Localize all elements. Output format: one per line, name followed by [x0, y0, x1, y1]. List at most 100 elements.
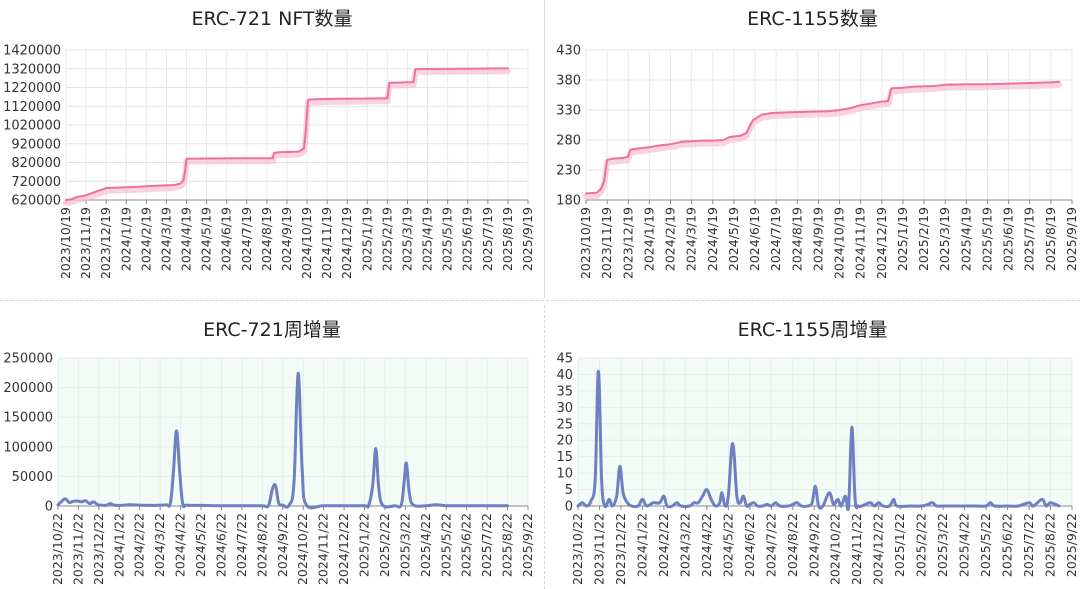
- vertical-divider-top: [544, 0, 545, 298]
- x-tick-label: 2024/11/19: [319, 207, 334, 279]
- x-tick-label: 2024/5/19: [199, 207, 214, 271]
- x-tick-label: 2025/3/22: [935, 513, 950, 577]
- x-tick-label: 2024/6/19: [219, 207, 234, 271]
- plot-background: [578, 358, 1072, 506]
- chart-erc721-total-svg: ERC-721 NFT数量 620000 720000 820000 920000 102…: [3, 8, 535, 279]
- chart-title: ERC-1155数量: [747, 8, 878, 30]
- x-tick-label: 2025/8/19: [500, 207, 515, 271]
- series-line: [576, 369, 1061, 512]
- x-tick-label: 2023/10/19: [58, 207, 73, 279]
- chart-title: ERC-1155周增量: [738, 319, 888, 341]
- x-tick-label: 2024/10/22: [295, 513, 310, 585]
- x-tick-label: 2025/6/19: [1001, 207, 1016, 271]
- x-tick-label: 2024/12/22: [871, 513, 886, 585]
- x-tick-label: 2024/2/19: [663, 207, 678, 271]
- x-tick-label: 2024/5/22: [193, 513, 208, 577]
- chart-title: ERC-721周增量: [203, 319, 341, 341]
- x-tick-label: 2023/12/19: [98, 207, 113, 279]
- x-tick-label: 2024/6/19: [747, 207, 762, 271]
- y-tick-label: 35: [556, 384, 573, 399]
- chart-erc721-weekly-svg: ERC-721周增量 0 50000 100000 150000 200000 250000…: [3, 319, 535, 585]
- x-tick-label: 2024/5/19: [726, 207, 741, 271]
- x-tick-label: 2024/9/22: [806, 513, 821, 577]
- x-tick-label: 2025/8/22: [500, 513, 515, 577]
- x-tick-label: 2024/3/19: [158, 207, 173, 271]
- x-tick-label: 2025/6/22: [459, 513, 474, 577]
- x-tick-label: 2024/1/19: [118, 207, 133, 271]
- y-tick-label: 430: [556, 44, 581, 59]
- y-tick-label: 15: [556, 450, 573, 465]
- x-tick-label: 2024/7/22: [763, 513, 778, 577]
- x-tick-label: 2025/1/22: [892, 513, 907, 577]
- x-tick-label: 2025/4/19: [420, 207, 435, 271]
- x-tick-label: 2024/9/19: [279, 207, 294, 271]
- x-tick-label: 2025/1/19: [359, 207, 374, 271]
- x-tick-label: 2025/9/22: [1064, 513, 1079, 577]
- x-tick-label: 2024/2/22: [656, 513, 671, 577]
- x-tick-label: 2023/11/22: [70, 513, 85, 585]
- y-tick-label: 0: [45, 500, 53, 515]
- x-tick-label: 2023/12/22: [91, 513, 106, 585]
- x-tick-label: 2025/7/22: [479, 513, 494, 577]
- chart-erc1155-weekly: ERC-1155周增量 0 5 10 15 20 25 30 35 40 45 2023/10/22 2…: [545, 306, 1080, 589]
- x-tick-label: 2025/1/19: [895, 207, 910, 271]
- y-tick-label: 180: [556, 194, 581, 209]
- x-tick-label: 2025/5/22: [438, 513, 453, 577]
- x-tick-label: 2025/1/22: [357, 513, 372, 577]
- y-tick-label: 380: [556, 74, 581, 89]
- x-tick-label: 2024/7/19: [768, 207, 783, 271]
- chart-erc1155-total-svg: ERC-1155数量 180 230 280 330 380 430 2023/10/19 20…: [556, 8, 1079, 279]
- x-tick-label: 2024/11/22: [316, 513, 331, 585]
- y-tick-label: 20: [556, 434, 573, 449]
- y-tick-label: 920000: [11, 137, 61, 152]
- y-tick-label: 280: [556, 134, 581, 149]
- y-tick-label: 1020000: [3, 119, 61, 134]
- chart-erc721-total: ERC-721 NFT数量 620000 720000 820000 920000 102…: [0, 0, 544, 298]
- x-tick-label: 2025/4/19: [958, 207, 973, 271]
- x-tick-label: 2024/9/22: [275, 513, 290, 577]
- y-tick-label: 1120000: [3, 100, 61, 115]
- x-tick-label: 2025/2/22: [914, 513, 929, 577]
- x-tick-label: 2024/2/22: [132, 513, 147, 577]
- x-tick-label: 2024/12/19: [874, 207, 889, 279]
- x-tick-label: 2025/3/19: [937, 207, 952, 271]
- y-tick-label: 720000: [11, 175, 61, 190]
- y-tick-label: 40: [556, 368, 573, 383]
- y-tick-label: 100000: [3, 440, 53, 455]
- x-tick-label: 2025/8/22: [1043, 513, 1058, 577]
- x-tick-label: 2025/9/19: [520, 207, 535, 271]
- y-tick-label: 820000: [11, 156, 61, 171]
- x-tick-label: 2024/4/19: [179, 207, 194, 271]
- x-tick-label: 2024/8/22: [785, 513, 800, 577]
- y-tick-label: 25: [556, 417, 573, 432]
- x-tick-label: 2023/12/22: [613, 513, 628, 585]
- x-tick-label: 2024/3/22: [677, 513, 692, 577]
- x-tick-label: 2024/10/19: [832, 207, 847, 279]
- y-tick-label: 1220000: [3, 81, 61, 96]
- y-tick-label: 230: [556, 164, 581, 179]
- x-tick-label: 2024/9/19: [810, 207, 825, 271]
- x-tick-label: 2025/6/19: [460, 207, 475, 271]
- y-tick-label: 50000: [12, 470, 53, 485]
- chart-title: ERC-721 NFT数量: [191, 8, 352, 30]
- x-tick-label: 2024/6/22: [214, 513, 229, 577]
- x-tick-label: 2023/11/19: [78, 207, 93, 279]
- x-tick-label: 2024/7/19: [239, 207, 254, 271]
- x-tick-label: 2025/5/19: [980, 207, 995, 271]
- x-tick-label: 2024/8/22: [254, 513, 269, 577]
- x-tick-label: 2023/11/19: [599, 207, 614, 279]
- x-tick-label: 2024/1/19: [641, 207, 656, 271]
- x-tick-label: 2024/3/19: [684, 207, 699, 271]
- y-tick-label: 620000: [11, 194, 61, 209]
- x-tick-label: 2025/9/19: [1064, 207, 1079, 271]
- y-tick-label: 0: [565, 500, 573, 515]
- x-tick-label: 2024/5/22: [720, 513, 735, 577]
- x-tick-label: 2025/4/22: [418, 513, 433, 577]
- x-tick-label: 2024/11/22: [849, 513, 864, 585]
- x-tick-label: 2024/7/22: [234, 513, 249, 577]
- horizontal-divider: [0, 300, 1080, 301]
- y-tick-label: 330: [556, 104, 581, 119]
- chart-erc721-weekly: ERC-721周增量 0 50000 100000 150000 200000 250000…: [0, 306, 544, 589]
- y-tick-label: 10: [556, 467, 573, 482]
